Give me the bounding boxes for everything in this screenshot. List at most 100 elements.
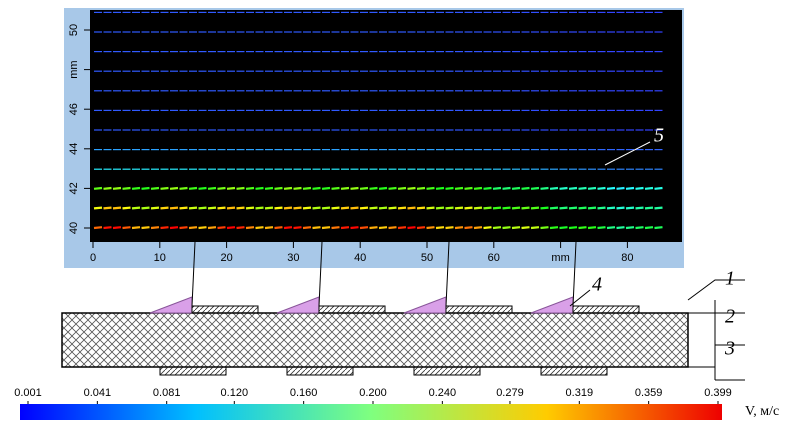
streak	[502, 206, 511, 210]
streak	[426, 186, 435, 190]
streak	[492, 186, 502, 190]
streak	[207, 206, 217, 210]
streak	[644, 226, 654, 230]
streak	[188, 206, 198, 210]
plasma	[276, 296, 320, 314]
streak	[112, 226, 122, 230]
streak	[103, 186, 112, 190]
streak	[473, 186, 483, 190]
y-tick-label: mm	[68, 60, 80, 78]
streak	[255, 206, 264, 210]
x-tick-label: 0	[90, 252, 96, 264]
top-electrode	[572, 305, 640, 314]
streak	[616, 206, 625, 210]
streak	[217, 226, 226, 230]
streak	[483, 226, 492, 230]
streak	[568, 186, 578, 190]
colorbar-tick-label: 0.120	[221, 387, 249, 399]
x-tick-label: mm	[551, 252, 569, 264]
streak	[340, 186, 350, 190]
streak	[150, 226, 160, 230]
streak	[587, 226, 597, 230]
streak	[141, 186, 150, 190]
streak	[359, 206, 369, 210]
streak	[198, 186, 207, 190]
streak	[122, 186, 131, 190]
bottom-electrode	[159, 366, 227, 376]
streak	[141, 206, 150, 210]
streak	[568, 206, 578, 210]
streak	[321, 206, 331, 210]
streak	[112, 206, 122, 210]
streak	[521, 206, 530, 210]
streak	[188, 226, 198, 230]
streak	[112, 186, 122, 190]
streak	[625, 186, 635, 190]
streak	[293, 206, 302, 210]
streak	[93, 206, 103, 210]
colorbar-tick-label: 0.399	[704, 387, 732, 399]
streak	[616, 186, 625, 190]
x-tick-label: 20	[220, 252, 232, 264]
streak	[388, 226, 397, 230]
streak	[464, 206, 473, 210]
streak	[407, 206, 416, 210]
x-tick-label: 30	[287, 252, 299, 264]
streak	[426, 206, 435, 210]
streak	[426, 226, 435, 230]
streak	[492, 226, 502, 230]
streak	[150, 186, 160, 190]
guide-line	[191, 241, 196, 307]
streak	[103, 226, 112, 230]
streak	[549, 186, 559, 190]
x-tick-label: 10	[154, 252, 166, 264]
streak	[226, 226, 236, 230]
streak	[160, 226, 169, 230]
streak	[236, 226, 245, 230]
streak	[131, 206, 141, 210]
y-tick-label: 42	[68, 182, 80, 194]
streak	[502, 186, 511, 190]
x-tick-label: 80	[621, 252, 633, 264]
streak	[359, 226, 369, 230]
y-tick-label: 46	[68, 103, 80, 115]
streak	[283, 206, 293, 210]
streak	[397, 206, 407, 210]
plasma	[149, 296, 193, 314]
guide-line	[572, 241, 577, 307]
streak	[435, 206, 445, 210]
streak	[559, 206, 568, 210]
streak	[597, 226, 606, 230]
colorbar-label: V, м/с	[745, 404, 779, 419]
streak	[625, 206, 635, 210]
streak	[568, 226, 578, 230]
streak	[122, 226, 131, 230]
streak	[511, 226, 521, 230]
streak	[511, 186, 521, 190]
streak	[150, 206, 160, 210]
streak	[264, 226, 274, 230]
streak	[245, 186, 255, 190]
streak	[378, 186, 388, 190]
top-electrode	[191, 305, 259, 314]
streak	[293, 226, 302, 230]
streak	[217, 206, 226, 210]
streak	[521, 226, 530, 230]
streak	[264, 206, 274, 210]
streak	[587, 186, 597, 190]
streak	[103, 206, 112, 210]
streak	[416, 186, 426, 190]
streak	[388, 186, 397, 190]
streak	[283, 226, 293, 230]
streak	[369, 226, 378, 230]
streak	[407, 226, 416, 230]
streak	[606, 226, 616, 230]
streak	[540, 186, 549, 190]
streak	[274, 226, 283, 230]
streak	[416, 226, 426, 230]
streak	[274, 186, 283, 190]
streak	[530, 186, 540, 190]
streak	[293, 186, 302, 190]
streak	[416, 206, 426, 210]
